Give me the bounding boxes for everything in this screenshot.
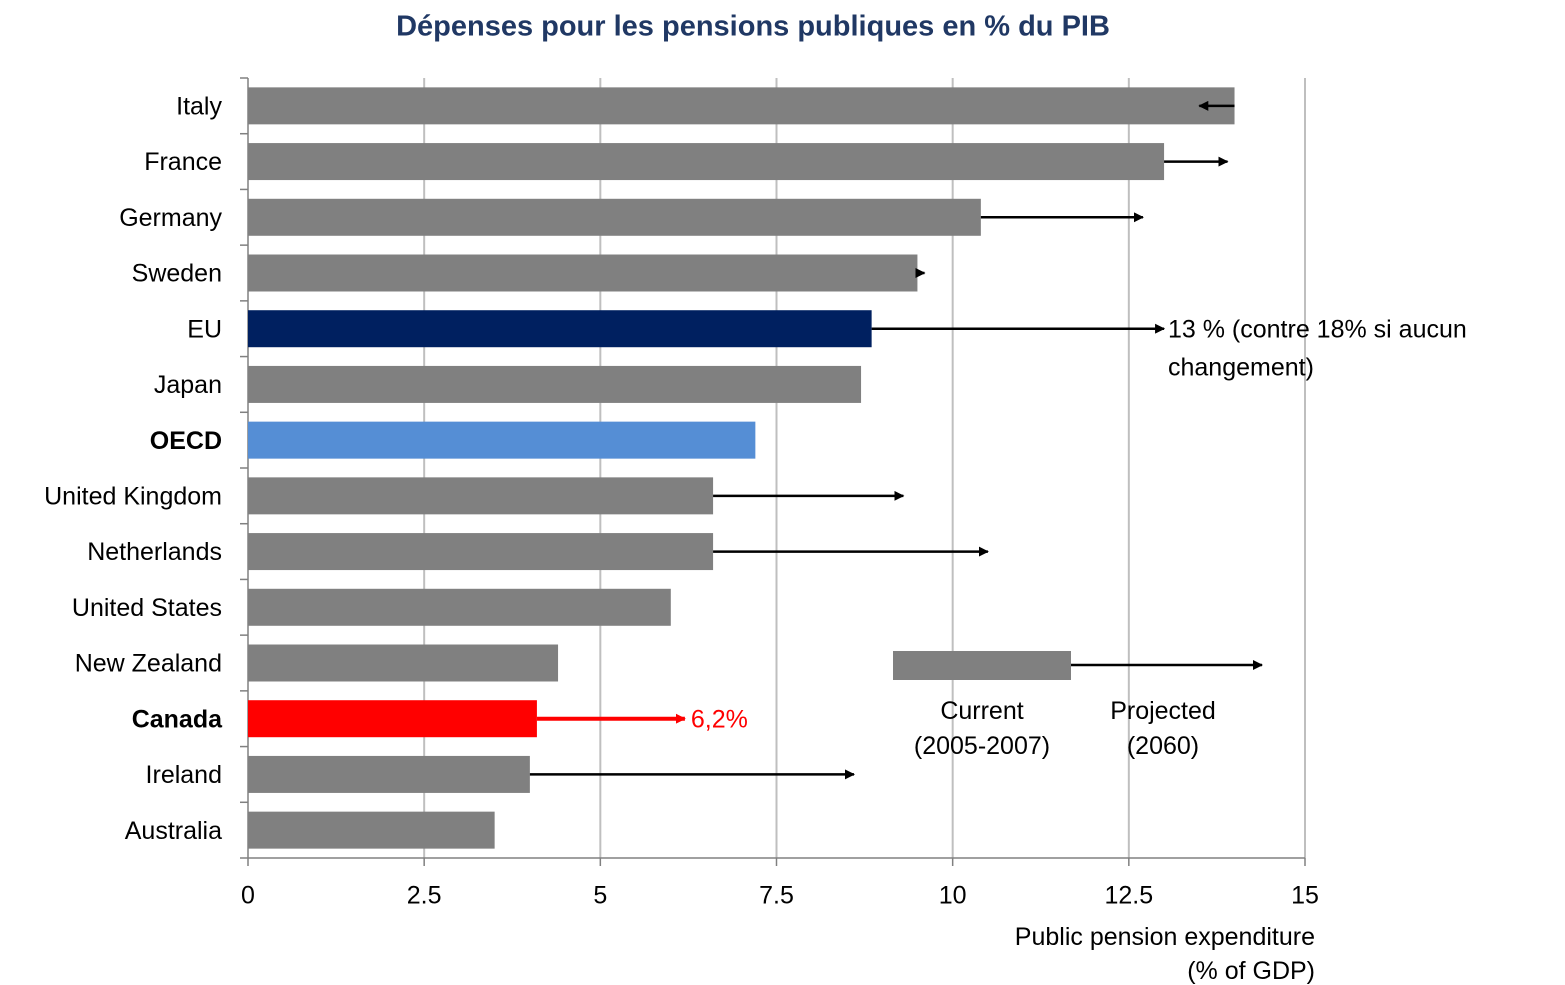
bar — [248, 198, 981, 236]
bar — [248, 254, 918, 292]
y-tick-label: Germany — [119, 204, 222, 232]
bar — [248, 365, 862, 403]
x-tick-label: 15 — [1291, 882, 1319, 910]
y-tick-label: Netherlands — [87, 538, 222, 566]
y-tick-label: Canada — [132, 705, 223, 733]
y-tick-label: Australia — [125, 817, 222, 845]
y-tick-label: Japan — [154, 371, 222, 399]
bar — [248, 143, 1165, 181]
y-tick-label: Sweden — [132, 260, 222, 288]
y-tick-label: Ireland — [146, 761, 222, 789]
bar — [248, 755, 530, 793]
x-tick-label: 12.5 — [1104, 882, 1153, 910]
x-tick-label: 5 — [593, 882, 607, 910]
x-tick-label: 10 — [939, 882, 967, 910]
y-tick-label: OECD — [150, 427, 222, 455]
y-tick-label: France — [144, 148, 222, 176]
x-tick-label: 7.5 — [759, 882, 794, 910]
y-tick-label: United Kingdom — [44, 482, 222, 510]
x-tick-label: 0 — [241, 882, 255, 910]
bar — [248, 644, 559, 682]
legend-swatch — [893, 651, 1071, 680]
value-label: 6,2% — [691, 705, 748, 733]
legend-label: Projected (2060) — [1110, 697, 1216, 760]
bar — [248, 533, 714, 571]
bar — [248, 310, 872, 348]
x-tick-label: 2.5 — [407, 882, 442, 910]
y-tick-label: United States — [72, 594, 222, 622]
legend-label: Current (2005-2007) — [914, 697, 1050, 760]
y-tick-label: Italy — [176, 92, 222, 120]
x-axis-label: Public pension expenditure (% of GDP) — [1015, 923, 1315, 985]
bar — [248, 87, 1235, 125]
annotation: 13 % (contre 18% si aucun changement) — [1168, 315, 1467, 381]
y-tick-label: New Zealand — [75, 650, 222, 678]
bar — [248, 700, 537, 738]
chart-title: Dépenses pour les pensions publiques en … — [396, 11, 1110, 43]
y-tick-label: EU — [187, 315, 222, 343]
bar — [248, 477, 714, 515]
bar — [248, 588, 671, 626]
bar — [248, 811, 495, 849]
bar — [248, 421, 756, 459]
